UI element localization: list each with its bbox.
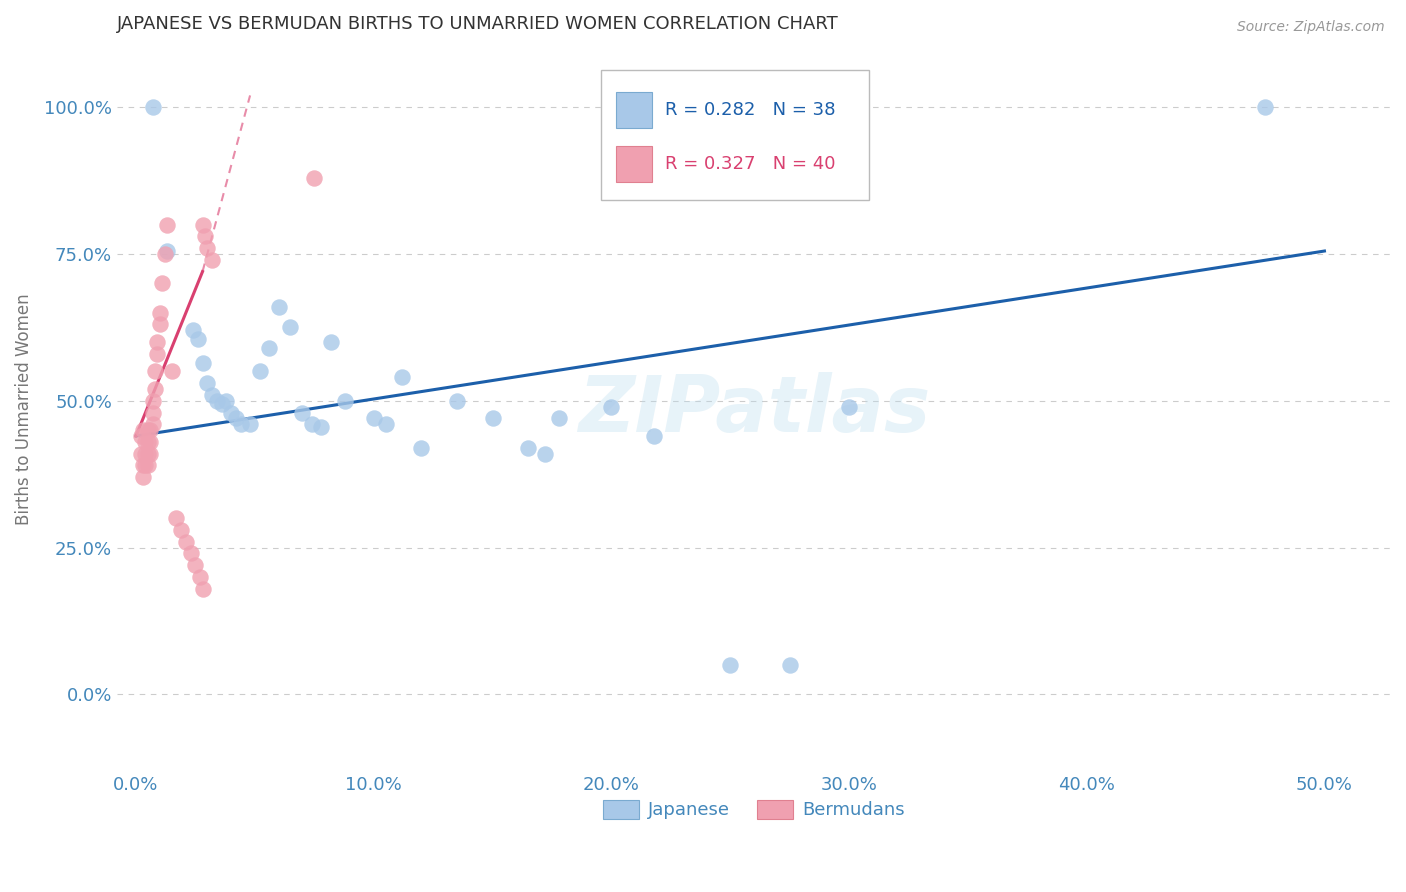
Point [194,229,217,244]
Point [132,423,155,437]
Point [143,382,166,396]
Point [267,300,290,314]
Legend: Japanese, Bermudans: Japanese, Bermudans [596,793,912,827]
Point [129,429,152,443]
Point [142,393,165,408]
Point [239,417,262,432]
Point [181,323,204,337]
Point [291,405,314,419]
Point [149,318,172,332]
Point [142,405,165,419]
Point [211,397,233,411]
Point [187,332,209,346]
Point [153,247,176,261]
Point [201,388,224,402]
Point [249,364,271,378]
Point [149,306,172,320]
Point [718,658,741,673]
Point [229,417,252,432]
Point [391,370,413,384]
Point [1254,100,1277,114]
Point [134,458,156,473]
Point [139,434,162,449]
Point [139,423,162,437]
Point [191,582,214,596]
Point [219,405,242,419]
Point [280,320,302,334]
Point [319,334,342,349]
Point [184,558,207,573]
Point [191,218,214,232]
Point [600,400,623,414]
Point [374,417,396,432]
Point [205,393,228,408]
Point [411,441,433,455]
Point [191,355,214,369]
Point [170,523,193,537]
Point [533,447,555,461]
Point [156,218,179,232]
Text: JAPANESE VS BERMUDAN BIRTHS TO UNMARRIED WOMEN CORRELATION CHART: JAPANESE VS BERMUDAN BIRTHS TO UNMARRIED… [117,15,839,33]
Point [838,400,860,414]
Point [143,364,166,378]
Point [142,417,165,432]
Point [134,434,156,449]
Point [150,277,173,291]
Point [139,447,162,461]
Point [134,447,156,461]
Text: R = 0.282   N = 38: R = 0.282 N = 38 [665,101,835,119]
Point [311,420,333,434]
Point [363,411,385,425]
Point [446,393,468,408]
Point [304,170,326,185]
Point [481,411,503,425]
Point [301,417,323,432]
Point [195,241,218,255]
Point [136,458,159,473]
Point [779,658,801,673]
Point [333,393,356,408]
Point [643,429,665,443]
Point [136,423,159,437]
Point [257,341,280,355]
Y-axis label: Births to Unmarried Women: Births to Unmarried Women [15,293,32,525]
Point [136,447,159,461]
Text: R = 0.327   N = 40: R = 0.327 N = 40 [665,155,835,173]
Point [215,393,238,408]
Point [146,347,169,361]
Point [132,470,155,484]
Bar [616,146,652,182]
Point [188,570,211,584]
Point [517,441,540,455]
Bar [602,70,869,200]
Point [180,546,202,560]
Point [174,534,197,549]
Point [160,364,183,378]
Point [201,252,224,267]
Point [195,376,218,391]
Point [225,411,247,425]
Point [132,458,155,473]
Point [129,447,152,461]
Point [142,100,165,114]
Point [146,334,169,349]
Bar [616,92,652,128]
Text: ZIPatlas: ZIPatlas [578,372,931,448]
Point [136,434,159,449]
Text: Source: ZipAtlas.com: Source: ZipAtlas.com [1237,20,1385,34]
Point [156,244,179,258]
Point [165,511,187,525]
Point [548,411,571,425]
